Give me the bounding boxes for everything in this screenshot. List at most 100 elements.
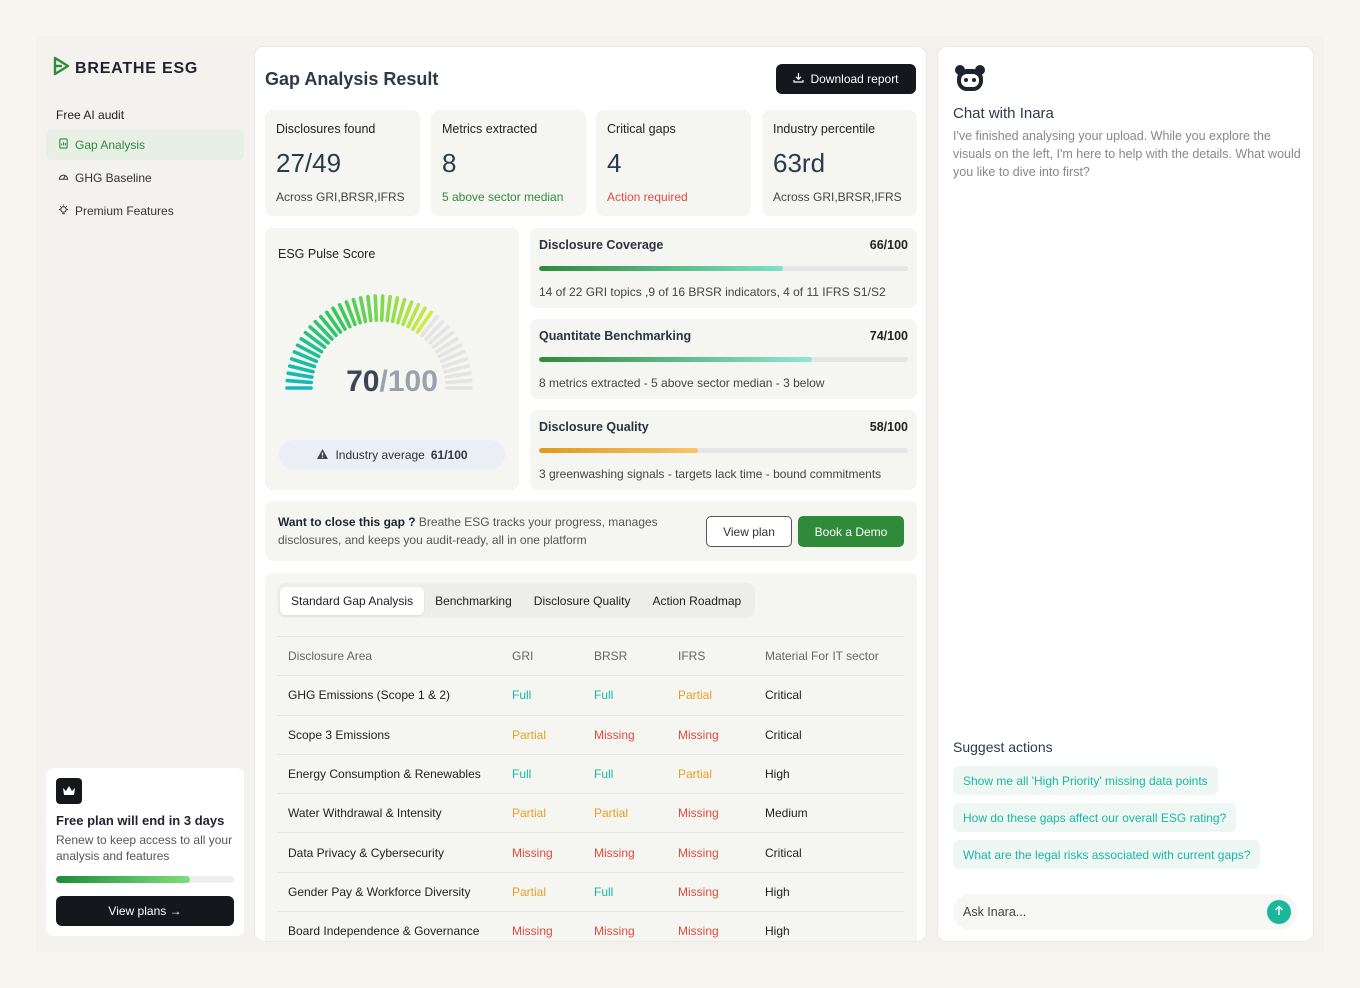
ask-inara-input[interactable]: Ask Inara... [953,894,1297,930]
send-button[interactable] [1267,900,1291,924]
gauge-tick [295,343,321,359]
metric-description: 8 metrics extracted - 5 above sector med… [539,376,825,390]
table-row[interactable]: Board Independence & Governance Missing Mi… [277,911,904,941]
gauge-tick [431,330,455,349]
cta-text: Want to close this gap ? Breathe ESG tra… [278,513,678,549]
metric-score: 66/100 [869,238,908,252]
metric-title: Quantitate Benchmarking [539,329,692,343]
page-title: Gap Analysis Result [265,69,439,89]
logo-text: BREATHE ESG [75,59,199,77]
chat-message: I've finished analysing your upload. Whi… [953,129,1301,179]
bulb-icon [58,204,69,218]
sidebar-item-label: Gap Analysis [75,138,146,152]
table-header-cell: Material For IT sector [765,649,879,664]
logo[interactable]: BREATHE ESG [53,56,198,81]
materiality-cell: Critical [765,688,802,703]
materiality-cell: Critical [765,727,802,742]
industry-average-pill: Industry average 61/100 [279,440,505,470]
metric-fill [539,448,698,453]
gauge-tick [443,364,471,374]
gauge-tick [299,337,324,354]
metric-description: 14 of 22 GRI topics ,9 of 16 BRSR indica… [539,285,886,299]
gauge-tick [344,300,357,327]
gauge-icon [58,171,69,185]
download-report-button[interactable]: Download report [776,64,916,94]
table-row[interactable]: Scope 3 Emissions Partial Missing Missing Cr… [277,714,904,754]
stat-value: 8 [442,148,457,178]
metric-score: 58/100 [869,420,908,434]
chat-title: Chat with Inara [953,105,1054,122]
tab-disclosure-quality[interactable]: Disclosure Quality [533,593,631,608]
suggestion-chip[interactable]: How do these gaps affect our overall ESG… [953,803,1237,832]
metric-description: 3 greenwashing signals - targets lack ti… [539,467,882,481]
status-cell: Missing [594,727,635,742]
gauge-tick [285,378,314,385]
disclosure-area-cell: Data Privacy & Cybersecurity [288,845,445,860]
table-row[interactable]: Water Withdrawal & Intensity Partial Parti… [277,793,904,832]
gauge-tick [308,325,330,345]
sidebar-item-ghg-baseline[interactable]: GHG Baseline [46,163,244,193]
stat-label: Industry percentile [773,122,876,136]
sidebar-nav: Gap Analysis GHG Baseline Premium Featur… [46,130,244,229]
crown-icon [56,778,82,804]
gauge-tick [337,303,352,329]
view-plan-button[interactable]: View plan [706,516,792,547]
stat-sub: Action required [607,190,688,204]
metric-bar [539,448,908,453]
metric-title: Disclosure Coverage [539,238,664,252]
status-cell: Missing [594,924,635,939]
gauge-tick [331,306,347,331]
sidebar-item-gap-analysis[interactable]: Gap Analysis [46,130,244,160]
suggestion-chip[interactable]: What are the legal risks associated with… [953,840,1261,869]
stat-card-metrics: Metrics extracted 8 5 above sector media… [431,110,586,216]
book-demo-button[interactable]: Book a Demo [798,516,904,547]
cta-banner: Want to close this gap ? Breathe ESG tra… [265,501,917,561]
plan-title: Free plan will end in 3 days [56,813,225,828]
table-header-cell: IFRS [678,649,706,664]
gauge-tick [401,300,414,327]
status-cell: Missing [594,845,635,860]
table-row[interactable]: Data Privacy & Cybersecurity Missing Missi… [277,832,904,871]
disclosure-area-cell: GHG Emissions (Scope 1 & 2) [288,688,451,703]
tab-benchmarking[interactable]: Benchmarking [435,593,512,608]
table-row[interactable]: Energy Consumption & Renewables Full Full P… [277,753,904,793]
gauge-tick [434,337,459,354]
status-cell: Partial [512,727,547,742]
table-header-row: Disclosure Area GRI BRSR IFRS Material For I… [277,636,904,675]
suggest-actions-title: Suggest actions [953,739,1053,755]
disclosure-area-cell: Scope 3 Emissions [288,727,391,742]
stat-value: 4 [607,148,622,178]
ask-inara-placeholder: Ask Inara... [963,905,1027,919]
view-plans-button[interactable]: View plans → [56,896,234,926]
plan-card: Free plan will end in 3 days Renew to ke… [46,768,244,936]
pulse-score-value: 70 [346,365,380,398]
status-cell: Full [594,767,614,782]
status-cell: Full [594,884,614,899]
stat-value: 27/49 [276,148,342,178]
status-cell: Missing [678,884,719,899]
status-cell: Missing [678,924,719,939]
metric-fill [539,266,783,271]
inara-bot-icon [954,64,986,99]
tab-standard-gap-analysis[interactable]: Standard Gap Analysis [280,586,425,615]
gauge-tick [441,357,469,369]
gauge-tick [415,310,434,334]
materiality-cell: Medium [765,806,808,821]
table-header-cell: BRSR [594,649,628,664]
disclosure-area-cell: Water Withdrawal & Intensity [288,806,442,821]
gauge-tick [287,364,315,374]
gauge-tick [406,303,421,329]
pulse-gauge [285,294,473,390]
metric-score: 74/100 [869,329,908,343]
table-row[interactable]: GHG Emissions (Scope 1 & 2) Full Full Parti… [277,675,904,714]
gauge-tick [292,350,319,364]
table-row[interactable]: Gender Pay & Workforce Diversity Partial F… [277,871,904,911]
plan-progress-bar [56,876,234,883]
suggestion-chip[interactable]: Show me all 'High Priority' missing data… [953,766,1218,795]
gauge-tick [286,371,314,379]
stat-sub: 5 above sector median [442,190,564,204]
sidebar-item-premium-features[interactable]: Premium Features [46,196,244,226]
tab-action-roadmap[interactable]: Action Roadmap [652,593,742,608]
stat-card-disclosures: Disclosures found 27/49 Across GRI,BRSR,… [265,110,420,216]
status-cell: Full [594,688,614,703]
